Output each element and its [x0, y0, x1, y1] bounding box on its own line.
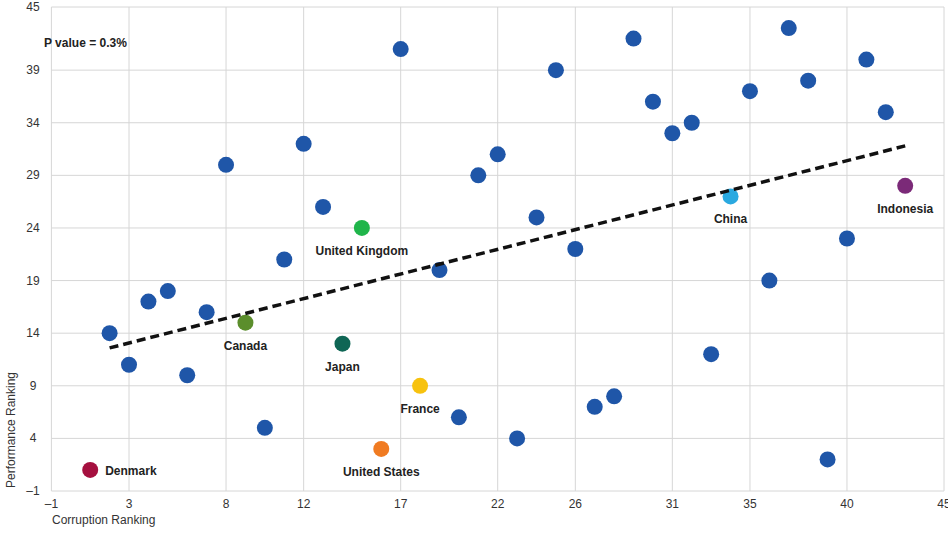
point: [334, 336, 350, 352]
point: [218, 157, 234, 173]
x-tick-label: 40: [840, 497, 854, 511]
point-label: Japan: [325, 360, 360, 374]
y-grid-line: [51, 280, 944, 281]
x-grid-line: [749, 7, 750, 491]
y-grid-line: [51, 491, 944, 492]
point: [121, 357, 137, 373]
point: [412, 378, 428, 394]
point: [102, 325, 118, 341]
y-tick-label: 4: [30, 431, 37, 445]
y-grid-line: [51, 70, 944, 71]
point: [626, 31, 642, 47]
y-tick-label: 19: [26, 274, 40, 288]
y-tick-label: 29: [26, 168, 40, 182]
y-grid-line: [51, 7, 944, 8]
point: [179, 367, 195, 383]
y-axis-title: Performance Ranking: [4, 372, 18, 488]
x-tick-label: 17: [394, 497, 408, 511]
point-label: United States: [343, 465, 420, 479]
point: [393, 41, 409, 57]
point: [684, 115, 700, 131]
point: [664, 125, 680, 141]
x-tick-label: 8: [223, 497, 230, 511]
point-label: Denmark: [105, 464, 157, 478]
point: [470, 167, 486, 183]
y-grid-line: [51, 175, 944, 176]
y-grid-line: [51, 438, 944, 439]
chart: –1 3 8 12 17 22 26 31 35 40 45 –1 4 9 14 19 24 29 34 39 45 Co…: [0, 0, 948, 533]
point: [781, 20, 797, 36]
x-tick-label: 3: [126, 497, 133, 511]
x-grid-line: [226, 7, 227, 491]
y-tick-label: 24: [26, 221, 40, 235]
point: [742, 83, 758, 99]
x-tick-label: 12: [297, 497, 311, 511]
point: [800, 73, 816, 89]
point: [373, 441, 389, 457]
point: [839, 230, 855, 246]
point: [645, 94, 661, 110]
y-tick-label: 34: [26, 116, 40, 130]
y-grid-line: [51, 333, 944, 334]
x-tick-label: 22: [491, 497, 505, 511]
point: [529, 209, 545, 225]
point: [315, 199, 331, 215]
point: [140, 294, 156, 310]
point: [160, 283, 176, 299]
point: [451, 409, 467, 425]
annotation: P value = 0.3%: [44, 36, 127, 50]
y-tick-label: 45: [26, 0, 40, 14]
point: [490, 146, 506, 162]
point: [199, 304, 215, 320]
point: [858, 52, 874, 68]
x-grid-line: [51, 7, 52, 491]
point: [82, 462, 98, 478]
point-labels: Denmark Canada Japan United Kingdom United S…: [105, 202, 933, 479]
point: [703, 346, 719, 362]
point: [567, 241, 583, 257]
point: [878, 104, 894, 120]
y-tick-label: 39: [26, 63, 40, 77]
point: [257, 420, 273, 436]
point: [587, 399, 603, 415]
point: [761, 273, 777, 289]
grid: [51, 7, 944, 491]
point: [606, 388, 622, 404]
point: [509, 430, 525, 446]
point: [897, 178, 913, 194]
trend-line: [110, 146, 906, 348]
point: [276, 252, 292, 268]
point-label: United Kingdom: [316, 244, 409, 258]
y-grid-line: [51, 227, 944, 228]
x-tick-label: 35: [743, 497, 757, 511]
point-label: Canada: [224, 339, 268, 353]
point: [237, 315, 253, 331]
x-grid-line: [303, 7, 304, 491]
y-tick-label: –1: [26, 484, 40, 498]
point: [548, 62, 564, 78]
y-grid-line: [51, 122, 944, 123]
x-grid-line: [944, 7, 945, 491]
x-tick-label: –1: [45, 497, 59, 511]
x-grid-line: [129, 7, 130, 491]
y-tick-label: 14: [26, 326, 40, 340]
point-label: China: [714, 212, 748, 226]
x-grid-line: [846, 7, 847, 491]
plot-marks: [82, 20, 913, 478]
point: [354, 220, 370, 236]
y-tick-label: 9: [30, 379, 37, 393]
x-tick-label: 26: [569, 497, 583, 511]
x-tick-label: 31: [666, 497, 680, 511]
point-label: France: [400, 402, 440, 416]
tick-labels: –1 3 8 12 17 22 26 31 35 40 45 –1 4 9 14 19 24 29 34 39 45: [26, 0, 948, 511]
point-label: Indonesia: [877, 202, 933, 216]
x-axis-title: Corruption Ranking: [52, 513, 155, 527]
x-tick-label: 45: [937, 497, 948, 511]
y-grid-line: [51, 385, 944, 386]
point: [296, 136, 312, 152]
x-grid-line: [672, 7, 673, 491]
point: [820, 451, 836, 467]
